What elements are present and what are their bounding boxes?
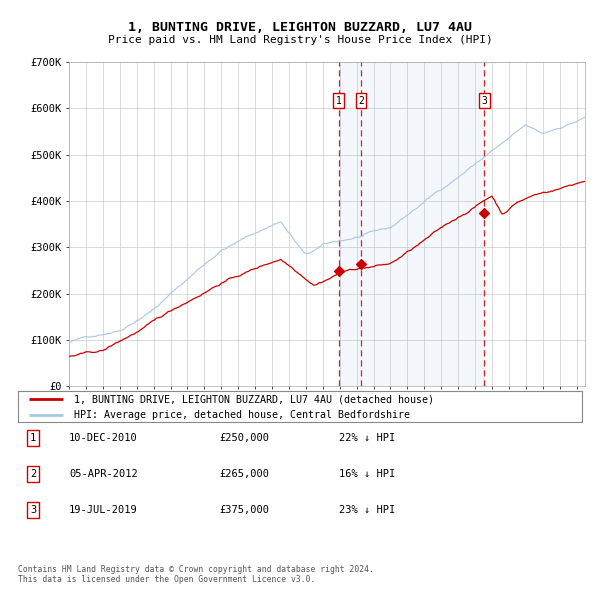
Point [356, 259, 366, 268]
Text: 3: 3 [481, 96, 487, 106]
Text: 2: 2 [30, 470, 36, 479]
Text: 1: 1 [336, 96, 341, 106]
Text: 2: 2 [358, 96, 364, 106]
Text: Price paid vs. HM Land Registry's House Price Index (HPI): Price paid vs. HM Land Registry's House … [107, 35, 493, 45]
Text: 16% ↓ HPI: 16% ↓ HPI [339, 470, 395, 479]
Text: 1: 1 [30, 434, 36, 443]
Text: 23% ↓ HPI: 23% ↓ HPI [339, 506, 395, 515]
Text: 10-DEC-2010: 10-DEC-2010 [69, 434, 138, 443]
Point [334, 266, 343, 276]
Text: 1, BUNTING DRIVE, LEIGHTON BUZZARD, LU7 4AU (detached house): 1, BUNTING DRIVE, LEIGHTON BUZZARD, LU7 … [74, 394, 434, 404]
Text: HPI: Average price, detached house, Central Bedfordshire: HPI: Average price, detached house, Cent… [74, 410, 410, 420]
Point [479, 208, 489, 217]
Text: 19-JUL-2019: 19-JUL-2019 [69, 506, 138, 515]
Text: £250,000: £250,000 [219, 434, 269, 443]
Text: £375,000: £375,000 [219, 506, 269, 515]
Text: 05-APR-2012: 05-APR-2012 [69, 470, 138, 479]
Text: 22% ↓ HPI: 22% ↓ HPI [339, 434, 395, 443]
Text: £265,000: £265,000 [219, 470, 269, 479]
Text: Contains HM Land Registry data © Crown copyright and database right 2024.
This d: Contains HM Land Registry data © Crown c… [18, 565, 374, 584]
Text: 1, BUNTING DRIVE, LEIGHTON BUZZARD, LU7 4AU: 1, BUNTING DRIVE, LEIGHTON BUZZARD, LU7 … [128, 21, 472, 34]
Text: 3: 3 [30, 506, 36, 515]
Bar [338, 62, 484, 386]
